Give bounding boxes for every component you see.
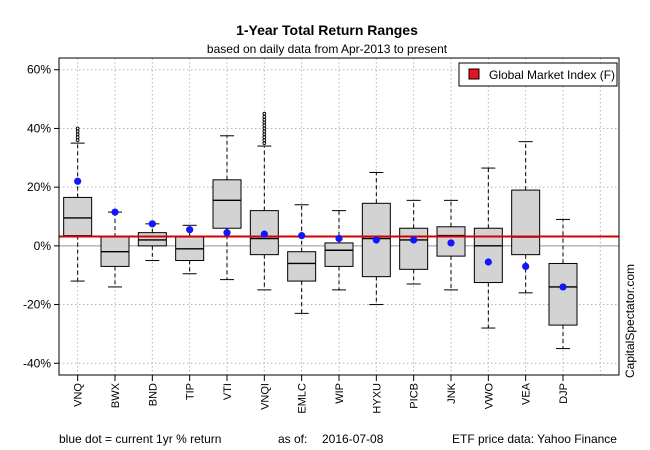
x-tick-label: BWX <box>110 382 122 408</box>
x-tick-label: WIP <box>334 383 346 404</box>
box-picb <box>399 227 429 270</box>
x-tick-label: VTI <box>222 383 234 400</box>
y-tick-label: 0% <box>34 239 52 253</box>
current-return-dot <box>186 226 194 234</box>
current-return-dot <box>335 234 343 243</box>
outlier-point <box>262 123 267 128</box>
outlier-point <box>75 138 80 143</box>
x-tick-label: DJP <box>558 383 570 404</box>
y-tick-label: 60% <box>27 63 51 77</box>
chart-subtitle: based on daily data from Apr-2013 to pre… <box>207 42 448 56</box>
current-return-dot <box>148 220 156 228</box>
legend-label: Global Market Index (F) <box>489 68 615 82</box>
current-return-dot <box>260 230 268 238</box>
x-tick-label: JNK <box>446 382 458 403</box>
x-tick-label: EMLC <box>297 383 309 414</box>
x-tick-label: VNQ <box>73 383 85 407</box>
outlier-point <box>262 114 267 119</box>
box-djp <box>548 262 578 326</box>
outlier-point <box>262 138 267 143</box>
x-tick-label: VEA <box>521 382 533 405</box>
box-vea <box>511 189 541 256</box>
y-tick-label: -20% <box>23 298 51 312</box>
x-tick-label: BND <box>147 383 159 406</box>
current-return-dot <box>522 262 530 270</box>
outlier-point <box>262 135 267 140</box>
outlier-point <box>75 126 80 131</box>
current-return-dot <box>447 239 455 247</box>
y-tick-label: 40% <box>27 121 51 135</box>
box-bnd <box>137 232 167 247</box>
x-tick-label: VWO <box>483 383 495 410</box>
current-return-dot <box>484 258 492 266</box>
current-return-dot <box>372 236 380 244</box>
current-return-dot <box>223 229 231 237</box>
outlier-point <box>75 135 80 140</box>
current-return-dot <box>410 236 418 244</box>
current-return-dot <box>298 231 306 240</box>
y-tick-label: -40% <box>23 356 51 370</box>
footer-note: blue dot = current 1yr % return <box>59 432 222 446</box>
legend-box <box>458 62 618 87</box>
outlier-point <box>262 111 267 116</box>
footer-asof-date: 2016-07-08 <box>322 432 384 446</box>
footer-asof-label: as of: <box>278 432 308 446</box>
outlier-point <box>262 117 267 122</box>
plot-frame <box>58 57 620 376</box>
x-tick-label: VNQI <box>259 383 271 410</box>
side-label: CapitalSpectator.com <box>623 264 637 378</box>
current-return-dot <box>111 208 119 216</box>
box-vti <box>212 179 242 229</box>
y-tick-label: 20% <box>27 180 51 194</box>
box-vnq <box>63 196 93 237</box>
legend-marker <box>468 68 480 80</box>
x-tick-label: TIP <box>185 383 197 400</box>
footer-source: ETF price data: Yahoo Finance <box>452 432 617 446</box>
box-wip <box>324 242 354 267</box>
x-tick-label: HYXU <box>371 383 383 414</box>
x-tick-label: PICB <box>409 383 421 409</box>
chart-title: 1-Year Total Return Ranges <box>236 22 418 38</box>
current-return-dot <box>559 283 567 291</box>
current-return-dot <box>74 177 82 185</box>
box-emlc <box>287 251 317 282</box>
